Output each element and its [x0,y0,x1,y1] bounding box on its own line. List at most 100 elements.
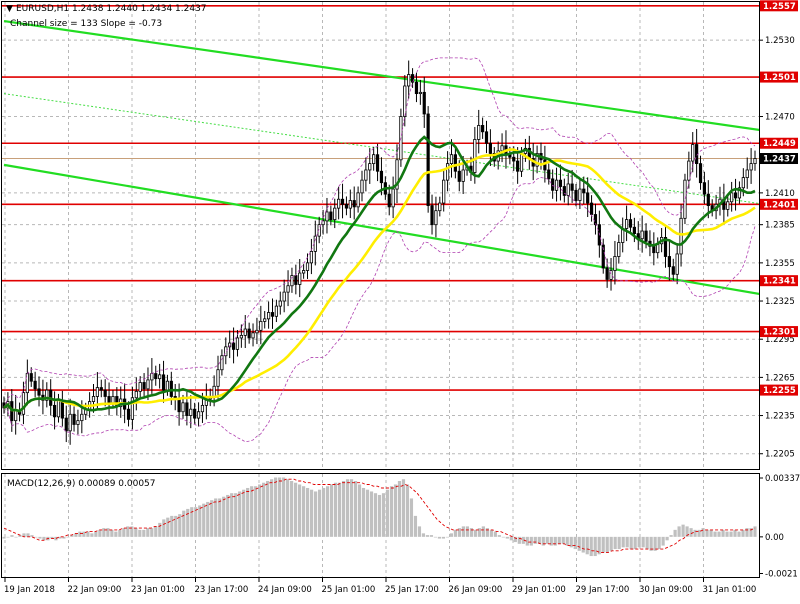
time-tick-label: 30 Jan 09:00 [639,585,693,595]
macd-histogram-bar [441,536,446,539]
symbol-dropdown-icon[interactable]: ▼ [6,4,13,14]
macd-histogram-bar [597,536,601,555]
macd-histogram-bar [218,498,222,537]
price-tick-label: 1.2385 [765,221,795,231]
macd-histogram-bar [210,500,214,537]
macd-histogram-bar [449,533,454,537]
macd-histogram-bar [50,536,54,539]
candle-body [274,305,278,317]
macd-histogram-bar [433,536,438,538]
candle-body [60,399,64,419]
candle-body [551,178,555,191]
macd-histogram-bar [617,536,621,550]
macd-histogram-bar [421,533,426,537]
candle-body [442,179,446,204]
macd-histogram-bar [689,528,693,537]
macd-histogram-bar [505,536,509,539]
candle-body [99,387,103,391]
candle-body [111,396,115,404]
macd-histogram-bar [389,486,394,537]
candle-body [126,408,131,420]
candle-body [663,237,668,257]
macd-histogram-bar [198,505,202,537]
macd-histogram-bar [18,535,22,537]
time-tick-label: 25 Jan 17:00 [385,585,439,595]
macd-histogram-bar [537,536,541,544]
candle-body [687,160,691,181]
candle-body [589,202,594,215]
price-tick-label: 1.2325 [765,297,795,307]
candle-body [375,154,380,172]
channel-info: Channel size = 133 Slope = -0.73 [10,19,162,29]
macd-histogram-bar [673,529,677,537]
level-price-tag [760,326,798,338]
macd-histogram-bar [513,536,517,543]
macd-histogram-bar [58,536,62,539]
candle-body [251,332,255,339]
candle-body [484,131,489,144]
candle-body [422,91,426,115]
candle-body [294,275,298,285]
candle-body [196,411,201,419]
candle-body [671,266,675,275]
macd-histogram-bar [741,529,745,537]
candle-body [702,182,707,195]
candle-body [181,402,185,413]
candle-body [212,385,216,397]
macd-histogram-bar [445,536,450,538]
candle-body [593,214,598,226]
candle-body [146,379,150,390]
candle-body [154,373,158,380]
macd-histogram-bar [122,528,126,537]
candle-body [333,207,337,220]
candle-body [282,291,286,302]
level-price-tag [760,0,798,12]
candle-body [512,156,516,162]
macd-histogram-bar [549,536,553,546]
macd-histogram-bar [413,515,418,537]
macd-histogram-bar [685,526,689,537]
macd-histogram-bar [202,503,206,537]
candle-body [235,337,240,350]
macd-histogram-bar [126,526,130,537]
macd-histogram-bar [697,529,701,537]
level-price-tag [760,275,798,287]
macd-histogram-bar [94,531,98,537]
candle-body [220,355,224,371]
candle-body [558,179,563,187]
candle-body [177,398,181,413]
candle-body [418,91,422,95]
price-tick-label: 1.2410 [765,189,795,199]
macd-histogram-bar [669,535,673,537]
macd-histogram-bar [138,529,142,537]
macd-tick-label: -0.0021 [765,570,798,580]
macd-histogram-bar [529,536,533,546]
macd-histogram-bar [521,536,525,544]
macd-histogram-bar [134,528,138,537]
macd-histogram-bar [262,482,266,537]
price-axis: 1.2530 1.2470 1.2410 1.2385 1.2355 1.2325 1.22… [759,0,798,460]
candle-body [395,159,399,190]
macd-tick-label: 0.00 [765,533,784,543]
level-price-label: 1.2401 [763,200,796,210]
candle-body [21,392,26,415]
candle-body [586,192,590,204]
macd-histogram-bar [337,482,342,537]
time-tick-label: 29 Jan 01:00 [512,585,566,595]
candle-body [185,402,189,416]
macd-histogram-bar [601,536,605,553]
bollinger-lower-band [3,177,756,443]
macd-histogram-bar [645,536,649,550]
candle-body [613,256,617,271]
macd-histogram-bar [66,536,70,538]
macd-histogram-bar [429,535,434,537]
candle-body [438,202,442,212]
macd-histogram-bar [266,480,270,537]
candle-body [605,267,609,280]
main-grid [2,2,759,469]
macd-histogram-bar [274,477,278,537]
macd-histogram-bar [242,489,246,537]
candle-body [259,320,263,331]
